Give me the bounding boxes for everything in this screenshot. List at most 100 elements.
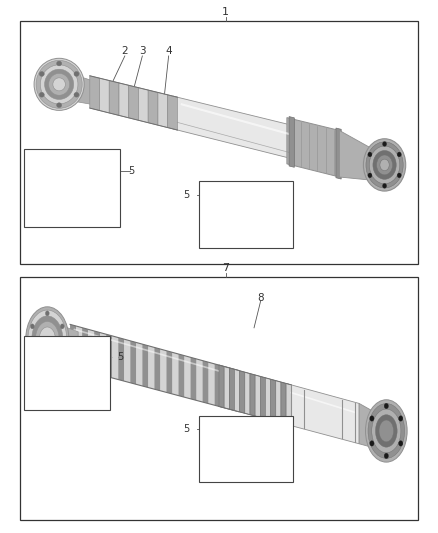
Ellipse shape xyxy=(397,152,401,157)
Bar xyxy=(199,181,293,248)
Polygon shape xyxy=(336,128,341,179)
Ellipse shape xyxy=(384,453,389,458)
Ellipse shape xyxy=(368,403,405,458)
Polygon shape xyxy=(55,323,78,364)
Polygon shape xyxy=(168,95,177,130)
Ellipse shape xyxy=(365,400,407,462)
Ellipse shape xyxy=(366,142,403,188)
Ellipse shape xyxy=(57,61,62,66)
Polygon shape xyxy=(276,381,281,423)
Polygon shape xyxy=(166,351,173,394)
Polygon shape xyxy=(224,367,230,409)
Polygon shape xyxy=(255,375,260,417)
Text: 8: 8 xyxy=(257,294,264,303)
Text: 2: 2 xyxy=(121,46,128,55)
Polygon shape xyxy=(359,403,377,449)
Polygon shape xyxy=(70,325,76,368)
Polygon shape xyxy=(197,359,202,402)
Polygon shape xyxy=(240,371,245,413)
Text: 6: 6 xyxy=(45,391,51,400)
Ellipse shape xyxy=(375,415,397,447)
Text: 4: 4 xyxy=(165,46,172,55)
Text: 6: 6 xyxy=(223,230,229,239)
Ellipse shape xyxy=(30,350,34,355)
Polygon shape xyxy=(234,369,240,412)
Ellipse shape xyxy=(384,403,389,409)
Ellipse shape xyxy=(382,183,387,188)
Polygon shape xyxy=(90,76,177,130)
Ellipse shape xyxy=(397,173,401,178)
Bar xyxy=(20,21,418,264)
Ellipse shape xyxy=(49,74,70,95)
Polygon shape xyxy=(271,379,276,422)
Text: 6: 6 xyxy=(223,464,229,474)
Polygon shape xyxy=(90,76,99,110)
Text: 5: 5 xyxy=(183,424,189,434)
Ellipse shape xyxy=(60,350,64,355)
Ellipse shape xyxy=(369,146,400,184)
Ellipse shape xyxy=(46,311,49,316)
Text: 3: 3 xyxy=(139,46,146,55)
Polygon shape xyxy=(154,348,160,391)
Polygon shape xyxy=(148,346,154,389)
Bar xyxy=(199,416,293,482)
Text: 5: 5 xyxy=(183,190,189,199)
Polygon shape xyxy=(173,352,178,395)
Text: 1: 1 xyxy=(222,7,229,17)
Polygon shape xyxy=(100,333,106,376)
Polygon shape xyxy=(82,328,88,372)
Ellipse shape xyxy=(30,324,34,329)
Ellipse shape xyxy=(74,92,79,97)
Polygon shape xyxy=(158,92,168,127)
Polygon shape xyxy=(88,329,94,373)
Polygon shape xyxy=(124,339,131,383)
Ellipse shape xyxy=(57,103,62,108)
Ellipse shape xyxy=(53,78,65,91)
Ellipse shape xyxy=(39,327,56,352)
Polygon shape xyxy=(129,85,138,120)
Bar xyxy=(24,149,120,227)
Bar xyxy=(20,277,418,520)
Ellipse shape xyxy=(372,409,401,453)
Polygon shape xyxy=(76,326,82,370)
Polygon shape xyxy=(136,343,142,386)
Polygon shape xyxy=(160,349,166,392)
Polygon shape xyxy=(265,378,271,420)
Ellipse shape xyxy=(26,307,69,372)
Ellipse shape xyxy=(399,441,403,446)
Polygon shape xyxy=(118,337,124,381)
Ellipse shape xyxy=(34,58,84,110)
Polygon shape xyxy=(184,356,191,399)
Ellipse shape xyxy=(370,416,374,421)
Polygon shape xyxy=(112,336,118,379)
Polygon shape xyxy=(94,331,100,375)
Polygon shape xyxy=(99,78,109,113)
Ellipse shape xyxy=(382,142,387,147)
Polygon shape xyxy=(250,374,255,416)
Ellipse shape xyxy=(36,60,82,108)
Polygon shape xyxy=(221,366,227,408)
Ellipse shape xyxy=(364,139,406,191)
Polygon shape xyxy=(230,368,234,410)
Text: 5: 5 xyxy=(128,166,134,176)
Polygon shape xyxy=(109,80,119,116)
Polygon shape xyxy=(208,362,215,405)
Polygon shape xyxy=(219,365,224,408)
Polygon shape xyxy=(287,384,359,444)
Ellipse shape xyxy=(39,92,44,97)
Polygon shape xyxy=(202,361,208,403)
Ellipse shape xyxy=(399,416,403,421)
Polygon shape xyxy=(178,354,184,397)
Polygon shape xyxy=(142,344,148,387)
Bar xyxy=(24,336,110,410)
Ellipse shape xyxy=(379,420,394,442)
Ellipse shape xyxy=(39,71,44,76)
Polygon shape xyxy=(281,382,286,424)
Ellipse shape xyxy=(60,324,64,329)
Ellipse shape xyxy=(368,173,372,178)
Ellipse shape xyxy=(45,69,74,100)
Polygon shape xyxy=(148,90,158,125)
Ellipse shape xyxy=(40,65,78,104)
Polygon shape xyxy=(233,369,239,411)
Polygon shape xyxy=(71,74,100,106)
